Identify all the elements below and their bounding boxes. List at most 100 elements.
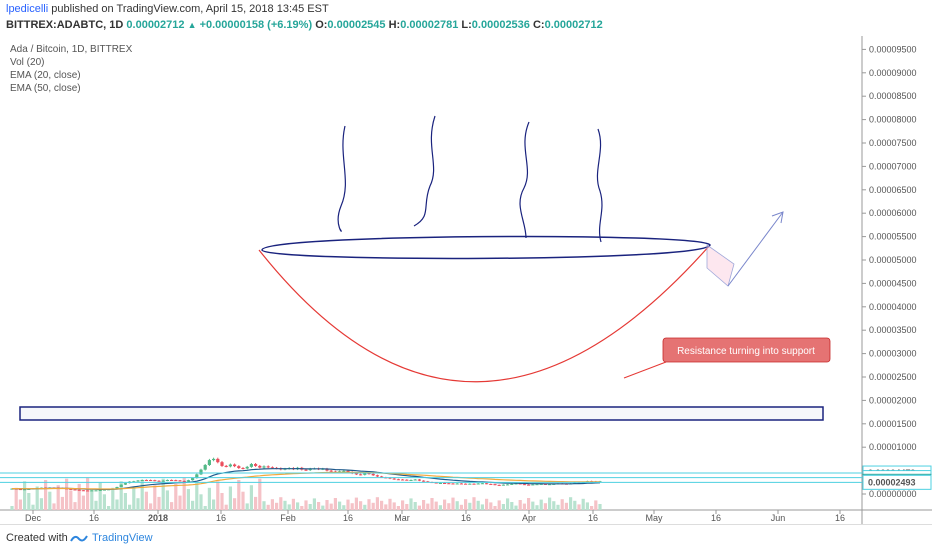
legend-entry: EMA (50, close) bbox=[10, 83, 81, 94]
price-label-text: 0.00002493 bbox=[868, 477, 916, 487]
author-link[interactable]: lpedicelli bbox=[6, 3, 49, 15]
volume-bar bbox=[342, 505, 346, 510]
x-tick-label: 16 bbox=[89, 513, 99, 523]
volume-bar bbox=[552, 501, 556, 510]
x-tick-label: 16 bbox=[216, 513, 226, 523]
volume-bar bbox=[123, 493, 127, 510]
volume-bar bbox=[287, 504, 291, 510]
volume-bar bbox=[590, 506, 594, 510]
volume-bar bbox=[485, 498, 489, 510]
y-tick-label: 0.00007000 bbox=[869, 161, 917, 171]
candle-body bbox=[182, 480, 186, 482]
candle-body bbox=[409, 479, 413, 481]
volume-bar bbox=[585, 502, 589, 510]
candle-body bbox=[472, 483, 476, 485]
volume-bar bbox=[531, 501, 535, 510]
volume-bar bbox=[86, 477, 90, 510]
y-tick-label: 0.00003000 bbox=[869, 349, 917, 359]
candle-body bbox=[510, 483, 514, 485]
volume-bar bbox=[510, 502, 514, 510]
candle-body bbox=[485, 483, 489, 485]
volume-bar bbox=[296, 502, 300, 510]
candle-body bbox=[77, 489, 81, 491]
volume-bar bbox=[107, 506, 111, 510]
legend-entry: Vol (20) bbox=[10, 57, 44, 68]
volume-bar bbox=[81, 495, 85, 510]
candle-body bbox=[422, 480, 426, 482]
volume-bar bbox=[111, 487, 115, 510]
price-chart[interactable]: Resistance turning into support Ada / Bi… bbox=[0, 36, 932, 524]
candle-body bbox=[539, 483, 543, 485]
candle-body bbox=[501, 484, 505, 486]
candle-body bbox=[527, 484, 531, 486]
x-tick-label: 2018 bbox=[148, 513, 168, 523]
volume-bar bbox=[153, 485, 157, 510]
volume-bar bbox=[300, 506, 304, 510]
candle-body bbox=[98, 490, 102, 492]
volume-bar bbox=[266, 504, 270, 510]
candle-body bbox=[304, 469, 308, 471]
volume-bar bbox=[468, 502, 472, 510]
candle-body bbox=[86, 490, 90, 492]
callout-pointer bbox=[623, 361, 667, 379]
volume-bar bbox=[94, 500, 98, 510]
candle-body bbox=[476, 483, 480, 485]
candle-body bbox=[73, 489, 77, 491]
y-tick-label: 0.00009000 bbox=[869, 68, 917, 78]
volume-bar bbox=[77, 483, 81, 510]
candle-body bbox=[468, 483, 472, 485]
volume-bar bbox=[472, 497, 476, 510]
y-tick-label: 0.00007500 bbox=[869, 138, 917, 148]
candle-body bbox=[459, 483, 463, 485]
volume-bar bbox=[258, 478, 262, 510]
volume-bar bbox=[308, 504, 312, 510]
volume-bar bbox=[514, 505, 518, 510]
price-label-box bbox=[862, 474, 932, 490]
volume-bar bbox=[556, 504, 560, 510]
candle-body bbox=[325, 468, 329, 471]
volume-bar bbox=[10, 506, 14, 510]
volume-bar bbox=[23, 481, 27, 510]
volume-bar bbox=[149, 503, 153, 510]
volume-bar bbox=[317, 502, 321, 510]
volume-bar bbox=[254, 496, 258, 510]
drawn-wave-1 bbox=[337, 125, 346, 232]
candle-body bbox=[191, 478, 195, 481]
x-tick-label: 16 bbox=[711, 513, 721, 523]
candle-body bbox=[69, 488, 73, 490]
candle-body bbox=[245, 466, 249, 469]
candle-body bbox=[506, 484, 510, 486]
volume-bar bbox=[279, 497, 283, 510]
volume-bar bbox=[333, 498, 337, 510]
volume-bar bbox=[165, 490, 169, 510]
chart-header: lpedicelli published on TradingView.com,… bbox=[0, 0, 932, 36]
volume-bar bbox=[262, 501, 266, 510]
candle-body bbox=[115, 486, 119, 489]
candle-body bbox=[140, 479, 144, 481]
volume-bar bbox=[27, 493, 31, 510]
open-value: 0.00002545 bbox=[327, 19, 386, 31]
drawn-wave-3 bbox=[519, 121, 530, 239]
volume-bar bbox=[480, 504, 484, 510]
candle-body bbox=[207, 460, 211, 465]
drawn-wave-4 bbox=[596, 128, 603, 243]
levels bbox=[0, 472, 862, 483]
volume-bar bbox=[90, 489, 94, 510]
candle-body bbox=[249, 464, 253, 467]
candle-body bbox=[405, 479, 409, 481]
volume-bar bbox=[157, 496, 161, 510]
volume-bar bbox=[69, 490, 73, 510]
candle-body bbox=[518, 483, 522, 485]
candle-body bbox=[354, 473, 358, 475]
volume-bar bbox=[199, 494, 203, 510]
volume-bar bbox=[388, 498, 392, 510]
symbol-line: BITTREX:ADABTC, 1D 0.00002712 ▲ +0.00000… bbox=[6, 19, 603, 31]
volume-bar bbox=[569, 497, 573, 510]
projection-arrow bbox=[727, 211, 784, 287]
volume-bar bbox=[321, 505, 325, 510]
volume-bar bbox=[144, 491, 148, 510]
candle-body bbox=[153, 480, 157, 482]
tradingview-link[interactable]: TradingView bbox=[92, 532, 153, 544]
candle-body bbox=[455, 483, 459, 485]
volume-bar bbox=[44, 480, 48, 510]
